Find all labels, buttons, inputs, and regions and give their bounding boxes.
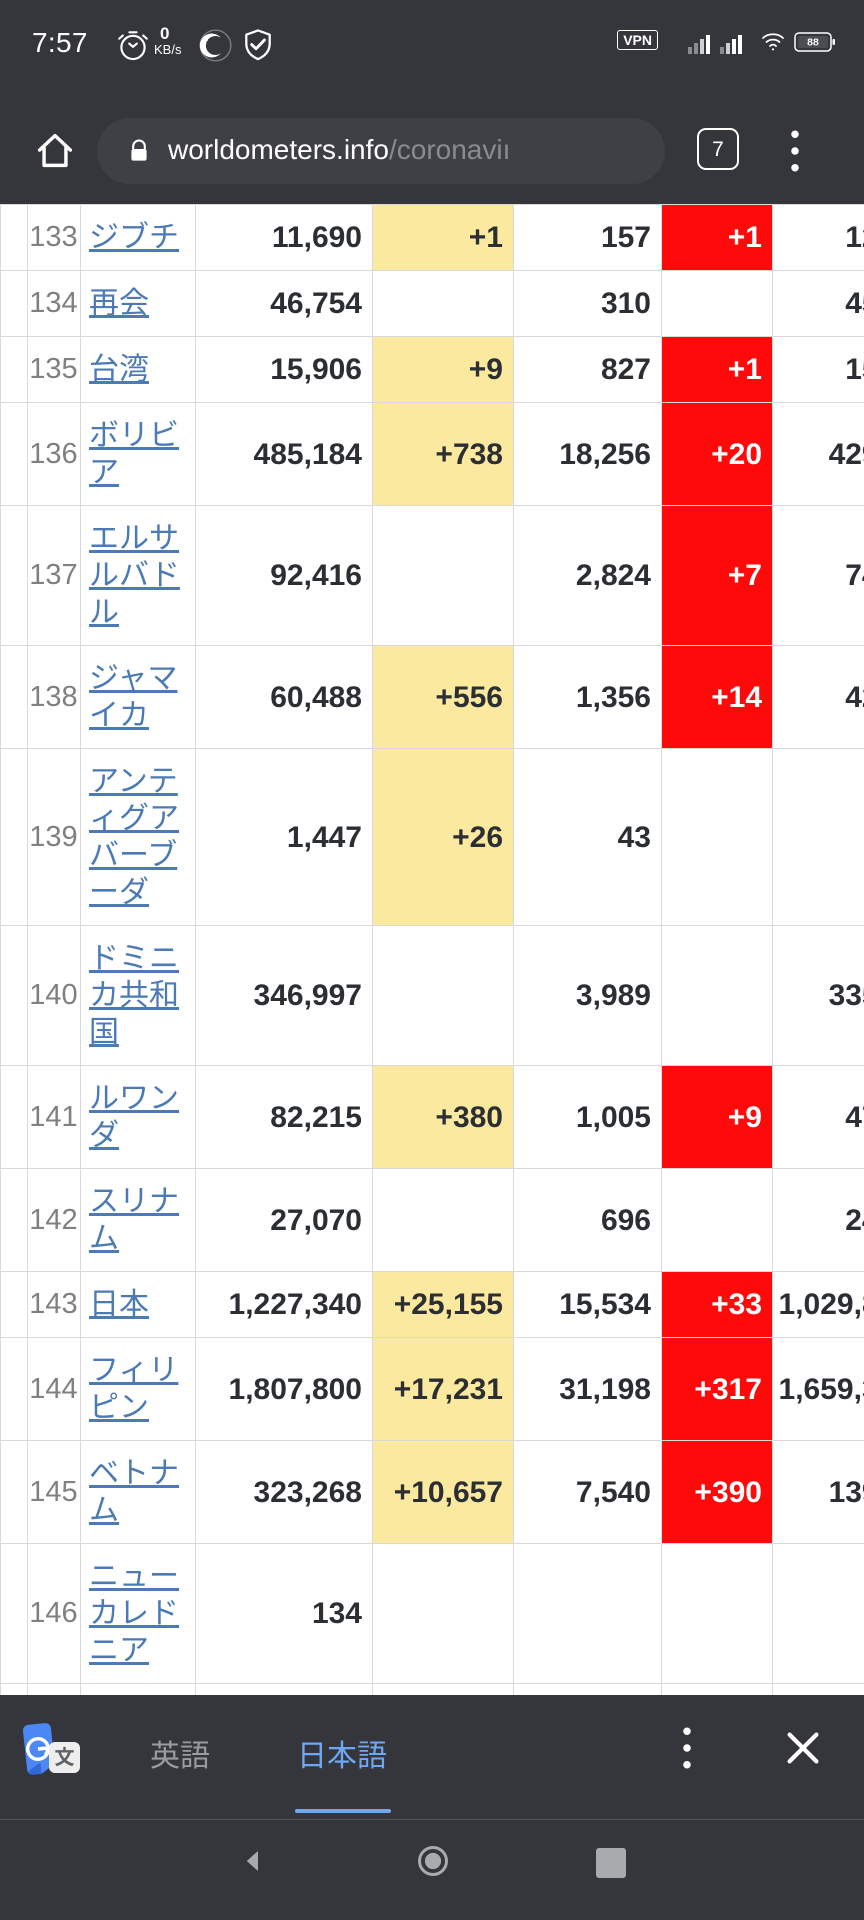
svg-text:88: 88 bbox=[807, 37, 819, 49]
svg-text:文: 文 bbox=[55, 1746, 75, 1769]
